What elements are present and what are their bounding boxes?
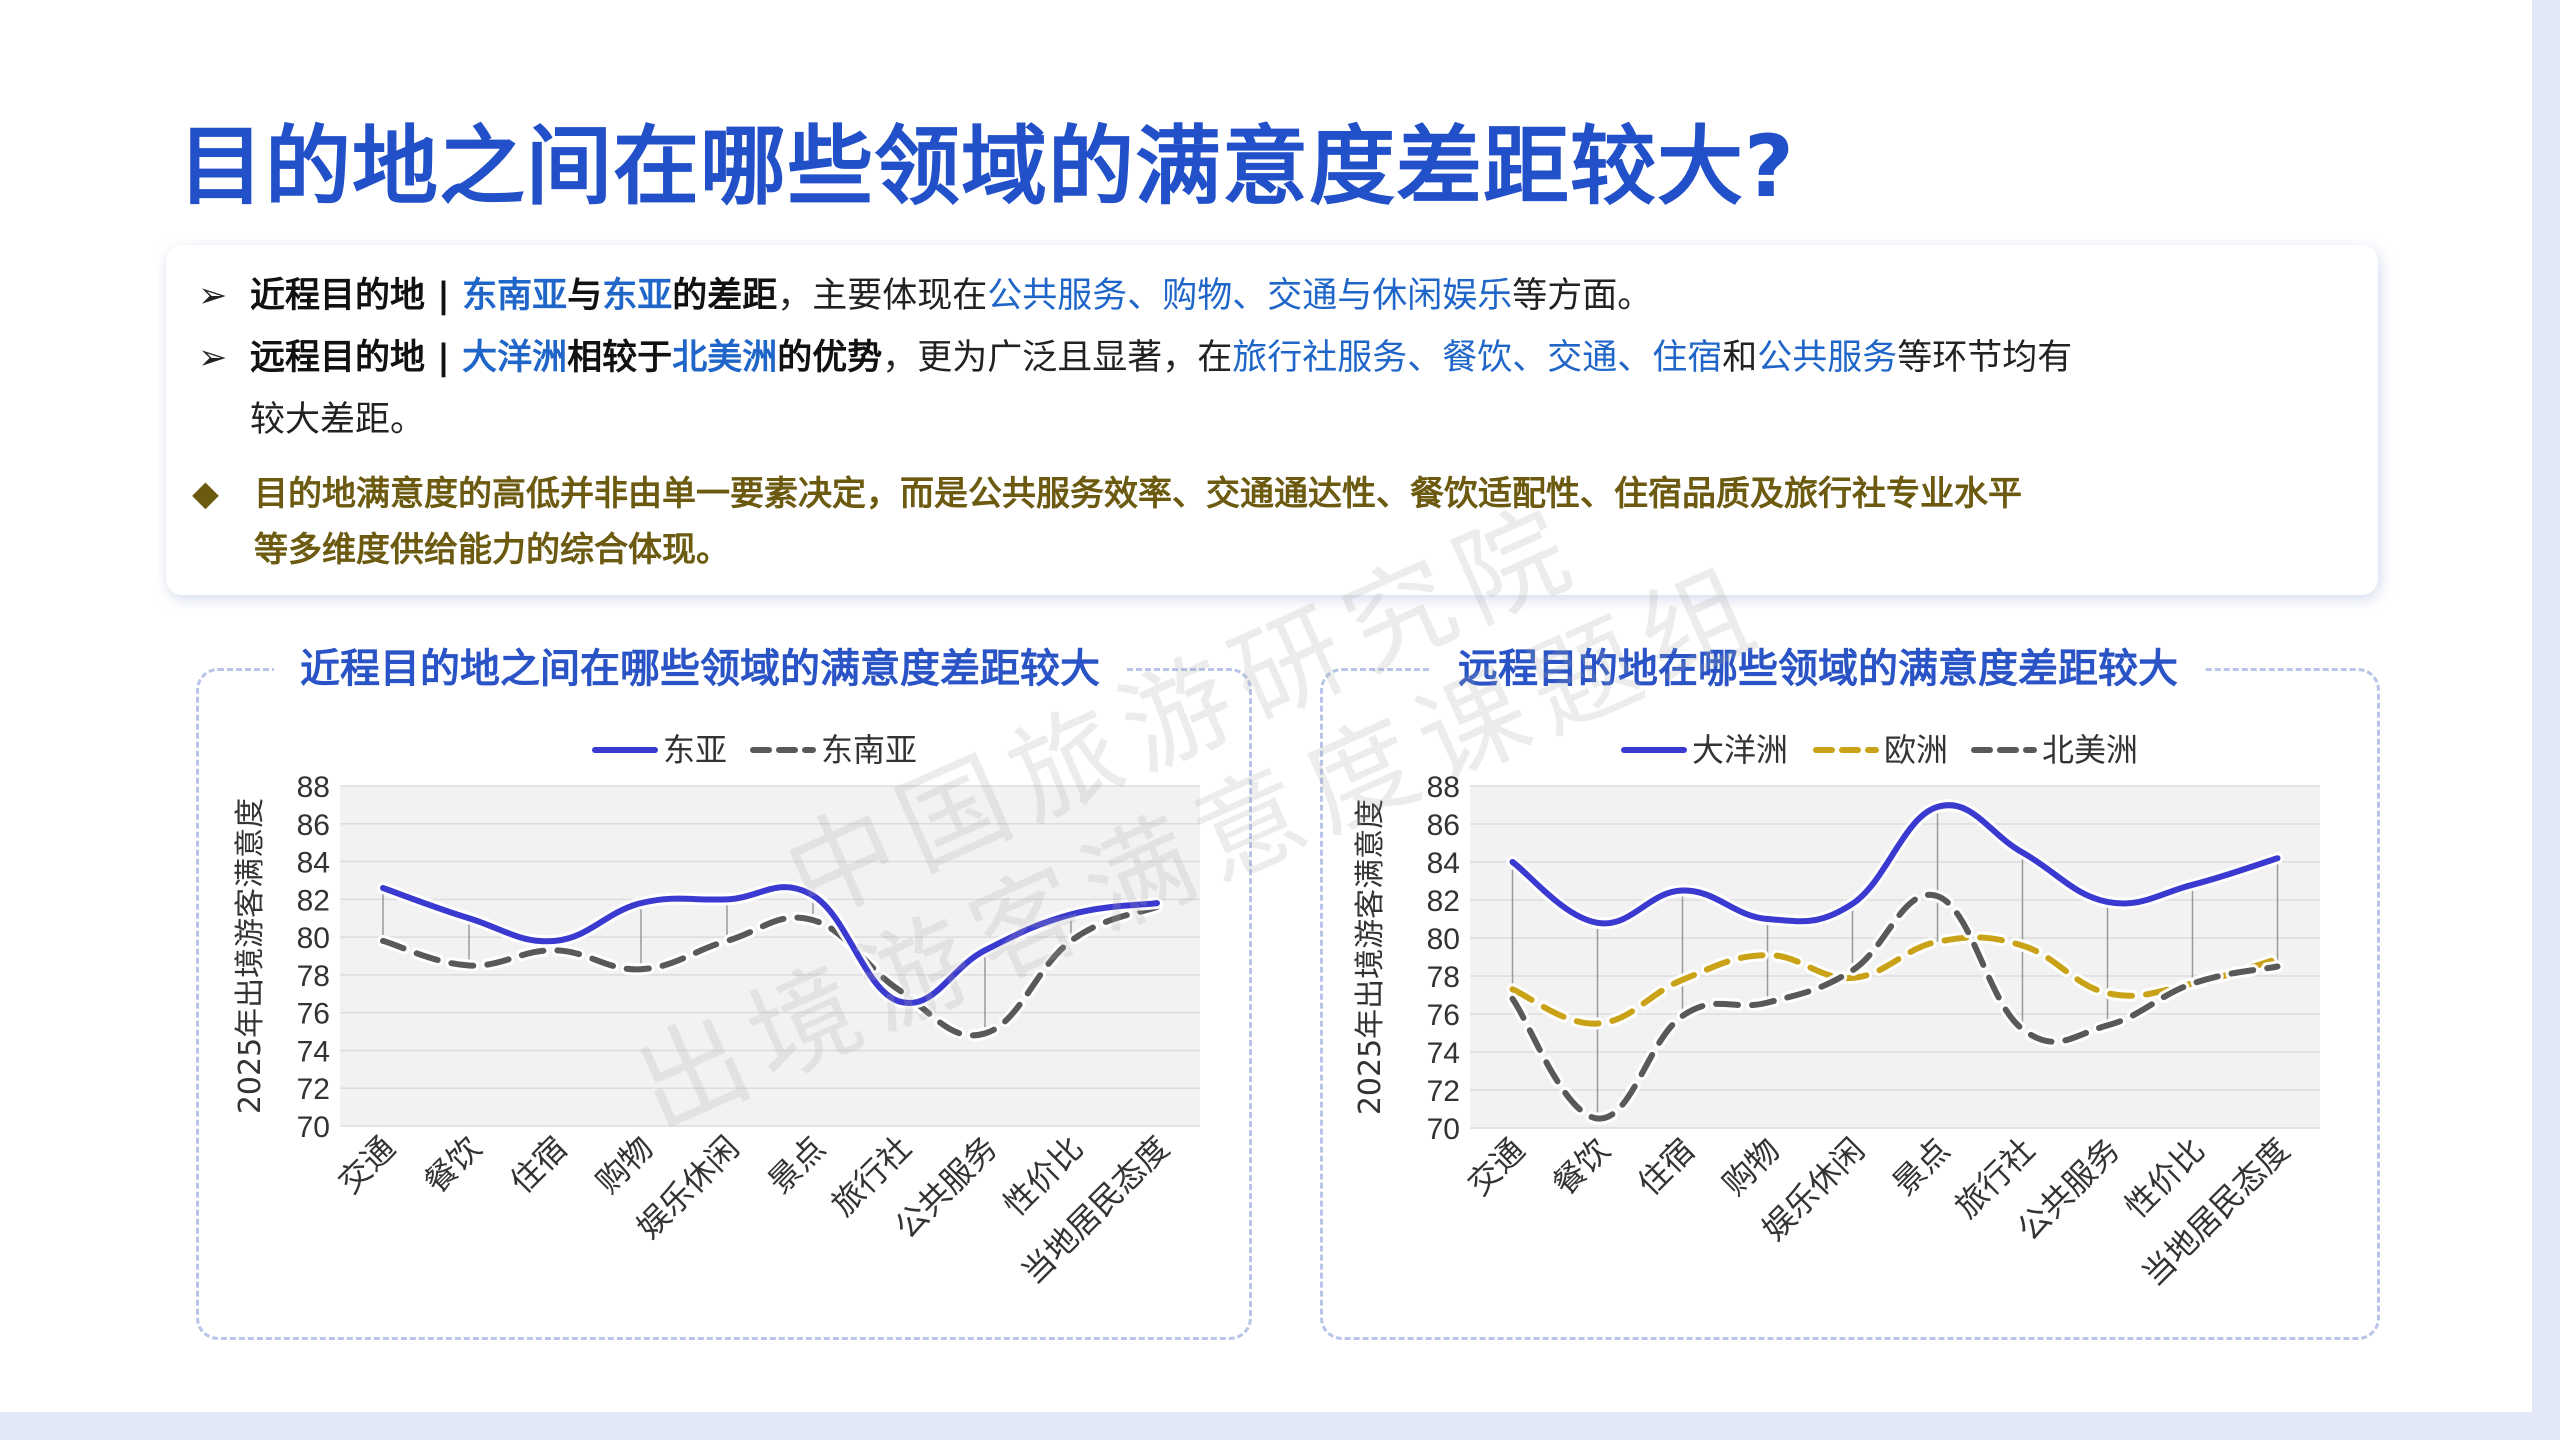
- highlight-east-asia: 东亚: [602, 276, 673, 316]
- bullet-text: 与: [567, 276, 603, 316]
- highlight-public-service: 公共服务: [1757, 338, 1898, 378]
- bullet-text: ，更为广泛且显著，在: [882, 338, 1233, 378]
- y-tick-label: 80: [297, 922, 330, 955]
- y-tick-label: 80: [1427, 923, 1460, 956]
- legend-label: 北美洲: [2042, 731, 2138, 769]
- conclusion-line-1: 目的地满意度的高低并非由单一要素决定，而是公共服务效率、交通通达性、餐饮适配性、…: [254, 474, 2022, 514]
- x-tick-label: 餐饮: [417, 1129, 489, 1201]
- bullet-text: 的差距: [672, 276, 778, 316]
- y-tick-label: 70: [297, 1111, 330, 1144]
- y-tick-label: 88: [1427, 771, 1460, 804]
- diamond-bullet-icon: ◆: [192, 474, 219, 514]
- x-tick-label: 餐饮: [1545, 1131, 1617, 1203]
- bullet-text: 等方面。: [1512, 276, 1653, 316]
- series-line-东亚: [380, 884, 1160, 1006]
- x-tick-label: 景点: [761, 1129, 833, 1201]
- y-tick-label: 86: [297, 809, 330, 842]
- y-tick-label: 84: [1427, 847, 1460, 880]
- bullet-text: 和: [1722, 338, 1758, 378]
- legend-label: 东亚: [663, 731, 727, 769]
- y-tick-label: 78: [297, 960, 330, 993]
- x-tick-label: 住宿: [1630, 1131, 1702, 1203]
- x-tick-label: 购物: [1715, 1131, 1787, 1203]
- y-tick-label: 86: [1427, 809, 1460, 842]
- legend-label: 东南亚: [821, 731, 917, 769]
- bullet-heading: 近程目的地 |: [250, 276, 463, 316]
- y-axis-label: 2025年出境游客满意度: [1353, 799, 1388, 1115]
- y-tick-label: 72: [297, 1073, 330, 1106]
- arrow-bullet-icon: ➢: [198, 276, 228, 316]
- series-line-北美洲: [1509, 891, 2281, 1122]
- y-tick-label: 74: [1427, 1037, 1460, 1070]
- highlight-domains: 公共服务、购物、交通与休闲娱乐: [987, 276, 1513, 316]
- y-tick-label: 70: [1427, 1113, 1460, 1146]
- legend-label: 欧洲: [1884, 731, 1948, 769]
- bottom-edge-band: [0, 1412, 2560, 1440]
- bullet-text: 相较于: [567, 338, 673, 378]
- chart-title-far: 远程目的地在哪些领域的满意度差距较大: [1432, 640, 2204, 698]
- y-tick-label: 82: [297, 884, 330, 917]
- bullet-text: 较大差距。: [250, 400, 426, 440]
- series-line-东南亚: [380, 903, 1160, 1039]
- x-tick-label: 景点: [1885, 1131, 1957, 1203]
- y-tick-label: 76: [1427, 999, 1460, 1032]
- x-tick-label: 当地居民态度: [2135, 1131, 2298, 1294]
- y-tick-label: 84: [297, 847, 330, 880]
- y-axis-label: 2025年出境游客满意度: [233, 798, 268, 1114]
- y-tick-label: 72: [1427, 1075, 1460, 1108]
- conclusion-line-2: 等多维度供给能力的综合体现。: [254, 530, 730, 570]
- x-tick-label: 交通: [331, 1129, 403, 1201]
- y-tick-label: 88: [297, 771, 330, 804]
- highlight-north-america: 北美洲: [672, 338, 778, 378]
- x-tick-label: 住宿: [503, 1129, 575, 1201]
- y-tick-label: 78: [1427, 961, 1460, 994]
- chart-title-near: 近程目的地之间在哪些领域的满意度差距较大: [274, 640, 1126, 698]
- legend-label: 大洋洲: [1692, 731, 1788, 769]
- highlight-southeast-asia: 东南亚: [462, 276, 568, 316]
- x-tick-label: 交通: [1460, 1131, 1532, 1203]
- y-tick-label: 76: [297, 998, 330, 1031]
- highlight-oceania: 大洋洲: [462, 338, 568, 378]
- page-title: 目的地之间在哪些领域的满意度差距较大?: [178, 117, 1795, 217]
- bullet-text: ，主要体现在: [777, 276, 988, 316]
- series-line-欧洲: [1509, 934, 2281, 1027]
- summary-box: ➢ 近程目的地 | 东南亚与东亚的差距，主要体现在公共服务、购物、交通与休闲娱乐…: [166, 245, 2378, 595]
- bullet-heading: 远程目的地 |: [250, 338, 463, 378]
- right-edge-band: [2532, 0, 2560, 1440]
- x-tick-label: 购物: [589, 1129, 661, 1201]
- series-line-大洋洲: [1509, 802, 2281, 927]
- arrow-bullet-icon: ➢: [198, 338, 228, 378]
- bullet-text: 的优势: [777, 338, 883, 378]
- y-tick-label: 74: [297, 1035, 330, 1068]
- highlight-domains: 旅行社服务、餐饮、交通、住宿: [1232, 338, 1723, 378]
- bullet-text: 等环节均有: [1897, 338, 2073, 378]
- y-tick-label: 82: [1427, 885, 1460, 918]
